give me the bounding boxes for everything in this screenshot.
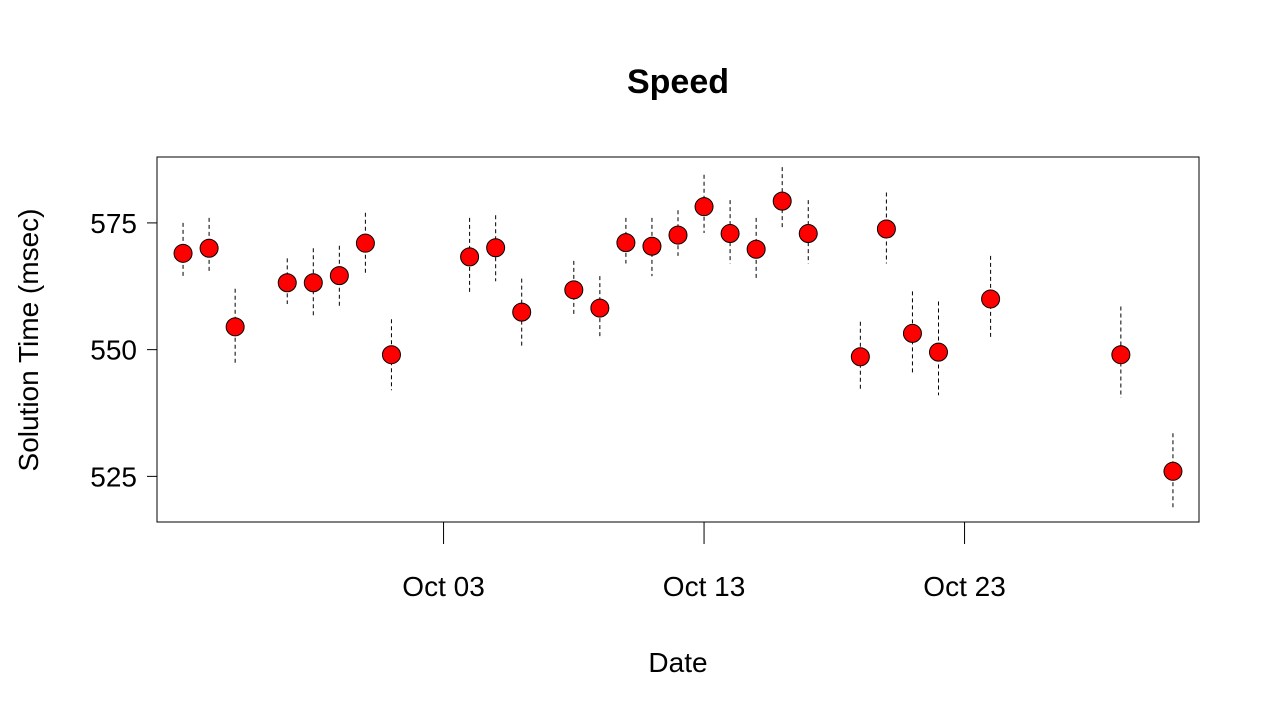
data-point bbox=[668, 225, 688, 245]
data-point bbox=[772, 191, 792, 211]
data-point bbox=[1111, 345, 1131, 365]
data-point bbox=[929, 342, 948, 362]
data-point bbox=[642, 236, 662, 256]
data-point bbox=[981, 289, 1001, 309]
data-point bbox=[329, 266, 349, 286]
x-tick-label: Oct 23 bbox=[923, 571, 1005, 602]
data-point bbox=[173, 243, 193, 263]
y-axis: 525 550 575 bbox=[90, 208, 158, 492]
x-axis: Oct 03 Oct 13 Oct 23 bbox=[402, 521, 1006, 602]
chart-title: Speed bbox=[627, 63, 729, 101]
data-point bbox=[720, 224, 740, 244]
data-point bbox=[746, 239, 766, 259]
data-point bbox=[512, 302, 532, 322]
data-point bbox=[850, 347, 870, 367]
data-point bbox=[1163, 461, 1183, 481]
data-point bbox=[694, 197, 714, 217]
error-bars bbox=[182, 167, 1174, 510]
data-point bbox=[486, 238, 506, 258]
data-point bbox=[876, 219, 896, 239]
data-point bbox=[590, 298, 610, 318]
data-point bbox=[199, 238, 219, 258]
x-tick-label: Oct 13 bbox=[663, 571, 745, 602]
data-point bbox=[277, 273, 297, 293]
x-axis-label: Date bbox=[648, 647, 707, 678]
data-point bbox=[616, 233, 636, 253]
data-point bbox=[564, 280, 584, 300]
data-point bbox=[303, 273, 323, 293]
data-point bbox=[902, 323, 922, 343]
y-tick-label: 550 bbox=[90, 335, 137, 366]
y-axis-label: Solution Time (msec) bbox=[13, 209, 44, 472]
data-point bbox=[798, 224, 818, 244]
data-point bbox=[225, 317, 245, 337]
data-points bbox=[173, 191, 1183, 481]
data-point bbox=[355, 233, 375, 253]
y-tick-label: 575 bbox=[90, 208, 137, 239]
data-point bbox=[460, 247, 480, 267]
data-point bbox=[381, 345, 401, 365]
x-tick-label: Oct 03 bbox=[402, 571, 484, 602]
y-tick-label: 525 bbox=[90, 461, 137, 492]
